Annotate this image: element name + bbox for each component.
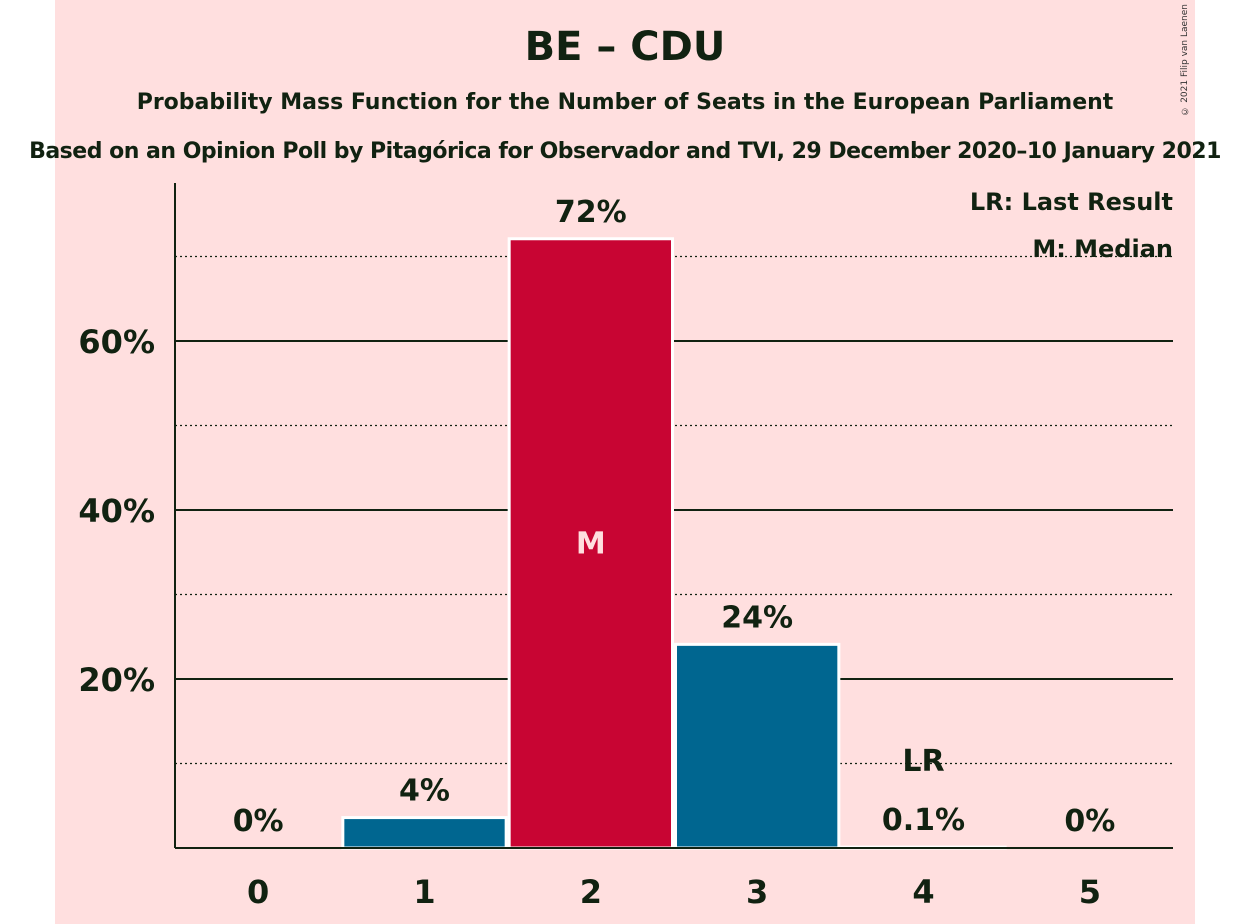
- data-label: 0%: [1064, 804, 1115, 839]
- chart-title: BE – CDU: [524, 24, 726, 70]
- x-tick-label: 2: [580, 873, 602, 911]
- chart-subtitle-source: Based on an Opinion Poll by Pitagórica f…: [29, 139, 1221, 164]
- data-label: 0.1%: [882, 803, 965, 838]
- chart-subtitle: Probability Mass Function for the Number…: [136, 90, 1114, 115]
- legend-entry: LR: Last Result: [970, 188, 1173, 216]
- data-label: 0%: [233, 804, 284, 839]
- data-label: 4%: [399, 774, 450, 809]
- x-tick-label: 0: [247, 873, 269, 911]
- data-label: 24%: [721, 600, 793, 635]
- median-marker: M: [576, 526, 606, 561]
- last-result-marker: LR: [902, 744, 944, 779]
- y-tick-label: 20%: [78, 661, 155, 699]
- x-tick-label: 5: [1079, 873, 1101, 911]
- x-tick-label: 4: [912, 873, 934, 911]
- bar-seats-3: [674, 642, 841, 850]
- legend-entry: M: Median: [1032, 235, 1173, 263]
- y-tick-label: 40%: [78, 492, 155, 530]
- x-tick-label: 3: [746, 873, 768, 911]
- y-tick-label: 60%: [78, 323, 155, 361]
- data-label: 72%: [555, 195, 627, 230]
- bar-seats-1: [341, 816, 508, 850]
- x-tick-label: 1: [413, 873, 435, 911]
